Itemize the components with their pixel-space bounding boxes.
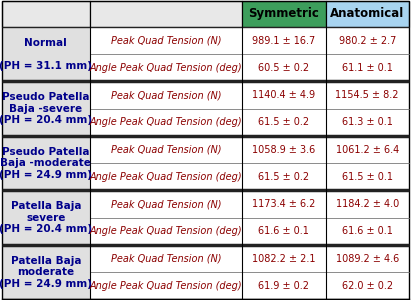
Text: Normal

(PH = 31.1 mm): Normal (PH = 31.1 mm)	[0, 38, 92, 71]
Bar	[242, 245, 326, 272]
Bar	[326, 272, 409, 299]
Text: Peak Quad Tension (N): Peak Quad Tension (N)	[111, 254, 221, 263]
Text: 980.2 ± 2.7: 980.2 ± 2.7	[339, 35, 396, 46]
Bar	[90, 190, 242, 218]
Bar	[242, 81, 326, 109]
Bar	[242, 190, 326, 218]
Text: 61.6 ± 0.1: 61.6 ± 0.1	[342, 226, 393, 236]
Text: 61.5 ± 0.1: 61.5 ± 0.1	[342, 172, 393, 182]
Bar	[242, 54, 326, 81]
Bar	[2, 190, 90, 245]
Bar	[326, 54, 409, 81]
Text: 1140.4 ± 4.9: 1140.4 ± 4.9	[252, 90, 315, 100]
Bar	[2, 1, 90, 27]
Bar	[90, 54, 242, 81]
Bar	[2, 136, 90, 190]
Text: 1089.2 ± 4.6: 1089.2 ± 4.6	[336, 254, 399, 263]
Bar	[242, 1, 326, 27]
Bar	[90, 109, 242, 136]
Text: Angle Peak Quad Tension (deg): Angle Peak Quad Tension (deg)	[90, 63, 242, 73]
Bar	[326, 245, 409, 272]
Bar	[326, 163, 409, 190]
Text: Patella Baja
severe
(PH = 20.4 mm): Patella Baja severe (PH = 20.4 mm)	[0, 201, 92, 234]
Bar	[326, 136, 409, 163]
Bar	[326, 218, 409, 245]
Bar	[326, 1, 409, 27]
Text: 60.5 ± 0.2: 60.5 ± 0.2	[258, 63, 309, 73]
Bar	[90, 81, 242, 109]
Bar	[90, 272, 242, 299]
Text: Anatomical: Anatomical	[330, 7, 404, 20]
Text: 62.0 ± 0.2: 62.0 ± 0.2	[342, 281, 393, 291]
Bar	[90, 163, 242, 190]
Bar	[90, 218, 242, 245]
Text: Peak Quad Tension (N): Peak Quad Tension (N)	[111, 35, 221, 46]
Text: Angle Peak Quad Tension (deg): Angle Peak Quad Tension (deg)	[90, 117, 242, 127]
Text: Peak Quad Tension (N): Peak Quad Tension (N)	[111, 199, 221, 209]
Bar	[242, 109, 326, 136]
Text: 1173.4 ± 6.2: 1173.4 ± 6.2	[252, 199, 316, 209]
Text: 61.1 ± 0.1: 61.1 ± 0.1	[342, 63, 393, 73]
Bar	[242, 163, 326, 190]
Text: 61.3 ± 0.1: 61.3 ± 0.1	[342, 117, 393, 127]
Text: 1154.5 ± 8.2: 1154.5 ± 8.2	[335, 90, 399, 100]
Text: Patella Baja
moderate
(PH = 24.9 mm): Patella Baja moderate (PH = 24.9 mm)	[0, 256, 92, 289]
Bar	[326, 27, 409, 54]
Bar	[326, 109, 409, 136]
Bar	[326, 81, 409, 109]
Text: Angle Peak Quad Tension (deg): Angle Peak Quad Tension (deg)	[90, 172, 242, 182]
Bar	[242, 27, 326, 54]
Bar	[90, 245, 242, 272]
Bar	[2, 245, 90, 299]
Text: 1061.2 ± 6.4: 1061.2 ± 6.4	[336, 145, 399, 154]
Text: Angle Peak Quad Tension (deg): Angle Peak Quad Tension (deg)	[90, 226, 242, 236]
Text: 61.5 ± 0.2: 61.5 ± 0.2	[258, 172, 309, 182]
Text: Symmetric: Symmetric	[248, 7, 319, 20]
Text: 61.5 ± 0.2: 61.5 ± 0.2	[258, 117, 309, 127]
Text: Angle Peak Quad Tension (deg): Angle Peak Quad Tension (deg)	[90, 281, 242, 291]
Text: 1082.2 ± 2.1: 1082.2 ± 2.1	[252, 254, 316, 263]
Bar	[242, 272, 326, 299]
Text: 1058.9 ± 3.6: 1058.9 ± 3.6	[252, 145, 316, 154]
Bar	[90, 1, 242, 27]
Text: 989.1 ± 16.7: 989.1 ± 16.7	[252, 35, 316, 46]
Bar	[242, 136, 326, 163]
Text: 1184.2 ± 4.0: 1184.2 ± 4.0	[336, 199, 399, 209]
Text: Pseudo Patella
Baja -moderate
(PH = 24.9 mm): Pseudo Patella Baja -moderate (PH = 24.9…	[0, 146, 92, 180]
Bar	[2, 81, 90, 136]
Bar	[2, 27, 90, 81]
Text: 61.9 ± 0.2: 61.9 ± 0.2	[259, 281, 309, 291]
Bar	[326, 190, 409, 218]
Text: Pseudo Patella
Baja -severe
(PH = 20.4 mm): Pseudo Patella Baja -severe (PH = 20.4 m…	[0, 92, 92, 125]
Bar	[90, 136, 242, 163]
Text: 61.6 ± 0.1: 61.6 ± 0.1	[259, 226, 309, 236]
Text: Peak Quad Tension (N): Peak Quad Tension (N)	[111, 90, 221, 100]
Bar	[242, 218, 326, 245]
Text: Peak Quad Tension (N): Peak Quad Tension (N)	[111, 145, 221, 154]
Bar	[90, 27, 242, 54]
